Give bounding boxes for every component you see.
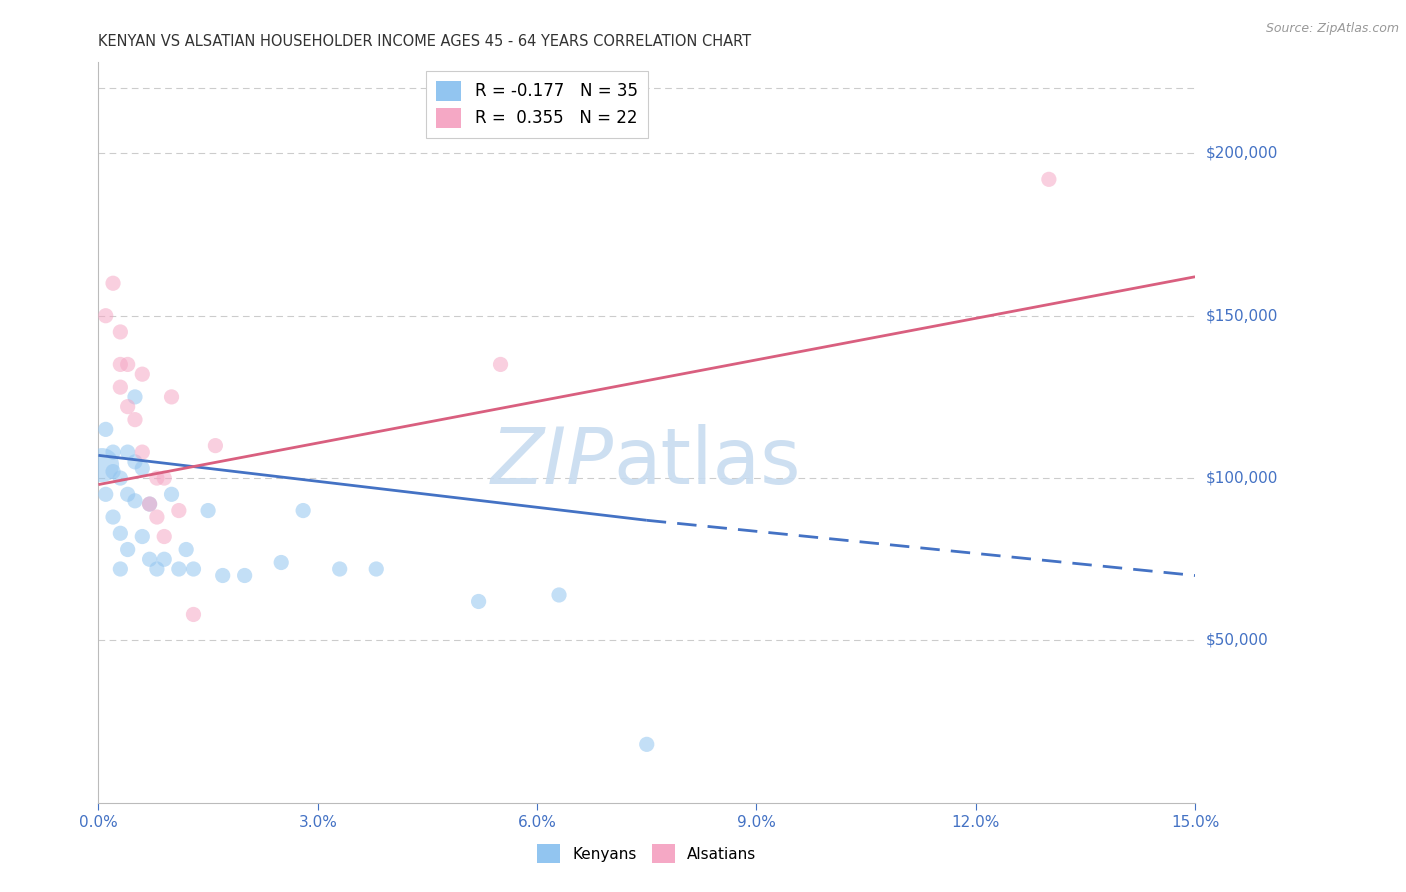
Point <box>101 465 124 479</box>
Point <box>117 445 139 459</box>
Point <box>270 556 292 570</box>
Point <box>101 445 124 459</box>
Point <box>146 471 169 485</box>
Point <box>167 503 190 517</box>
Point <box>110 526 132 541</box>
Point <box>548 588 571 602</box>
Point <box>110 325 132 339</box>
Point <box>146 562 169 576</box>
Point <box>117 542 139 557</box>
Point <box>146 510 169 524</box>
Point <box>117 400 139 414</box>
Text: Source: ZipAtlas.com: Source: ZipAtlas.com <box>1265 22 1399 36</box>
Point <box>153 552 176 566</box>
Text: atlas: atlas <box>614 425 801 500</box>
Point <box>366 562 388 576</box>
Point <box>138 497 160 511</box>
Point <box>1038 172 1060 186</box>
Point <box>110 358 132 372</box>
Point <box>160 390 183 404</box>
Text: $50,000: $50,000 <box>1206 633 1270 648</box>
Text: $200,000: $200,000 <box>1206 146 1278 161</box>
Point <box>636 737 658 751</box>
Point <box>292 503 315 517</box>
Point <box>131 529 153 543</box>
Point <box>233 568 256 582</box>
Text: KENYAN VS ALSATIAN HOUSEHOLDER INCOME AGES 45 - 64 YEARS CORRELATION CHART: KENYAN VS ALSATIAN HOUSEHOLDER INCOME AG… <box>98 34 752 49</box>
Legend: Kenyans, Alsatians: Kenyans, Alsatians <box>531 838 762 869</box>
Point <box>153 471 176 485</box>
Point <box>110 562 132 576</box>
Point <box>117 487 139 501</box>
Point <box>204 439 226 453</box>
Point <box>153 529 176 543</box>
Point <box>110 380 132 394</box>
Point <box>124 493 146 508</box>
Point <box>174 542 197 557</box>
Point <box>211 568 233 582</box>
Point <box>183 607 205 622</box>
Point <box>124 390 146 404</box>
Point <box>167 562 190 576</box>
Text: ZIP: ZIP <box>491 425 614 500</box>
Text: $100,000: $100,000 <box>1206 471 1278 485</box>
Point <box>138 497 160 511</box>
Point <box>329 562 352 576</box>
Point <box>197 503 219 517</box>
Point <box>160 487 183 501</box>
Point <box>489 358 512 372</box>
Point <box>110 471 132 485</box>
Point <box>91 458 114 472</box>
Point <box>101 277 124 291</box>
Point <box>101 510 124 524</box>
Point <box>124 455 146 469</box>
Point <box>131 367 153 381</box>
Point <box>117 358 139 372</box>
Point <box>131 461 153 475</box>
Point <box>124 412 146 426</box>
Point <box>94 309 117 323</box>
Point <box>183 562 205 576</box>
Text: $150,000: $150,000 <box>1206 309 1278 323</box>
Point <box>131 445 153 459</box>
Point <box>94 422 117 436</box>
Point <box>94 487 117 501</box>
Point <box>138 552 160 566</box>
Point <box>467 594 489 608</box>
